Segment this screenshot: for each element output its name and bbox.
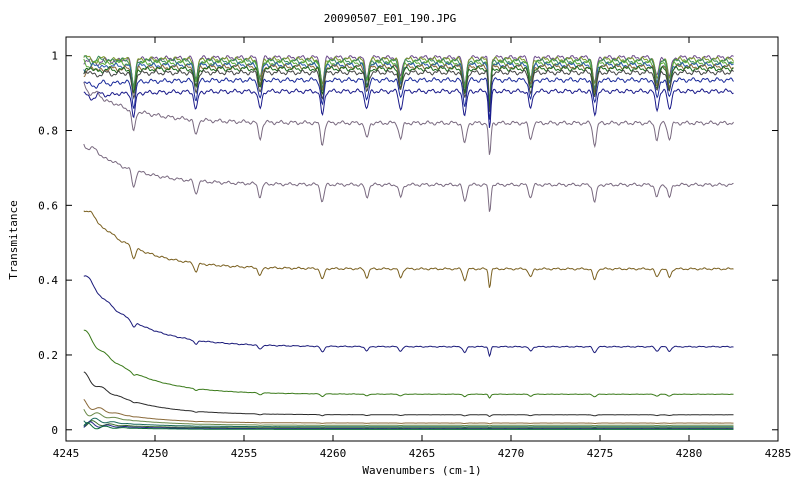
x-tick-label: 4275 <box>587 447 614 460</box>
series-line <box>83 61 734 106</box>
y-tick-label: 0.2 <box>38 349 58 362</box>
series-line <box>83 371 734 418</box>
series-line <box>83 417 734 428</box>
series-lines <box>83 55 734 430</box>
x-tick-label: 4270 <box>498 447 525 460</box>
series-line <box>83 63 734 109</box>
series-line <box>83 420 734 429</box>
series-line <box>83 65 734 109</box>
x-axis-label: Wavenumbers (cm-1) <box>362 464 481 477</box>
series-line <box>83 398 734 425</box>
series-line <box>83 329 734 399</box>
y-tick-label: 0.6 <box>38 199 58 212</box>
series-line <box>83 421 734 430</box>
y-axis-label: Transmitance <box>7 200 20 279</box>
series-line <box>83 69 734 112</box>
x-tick-label: 4260 <box>320 447 347 460</box>
x-tick-label: 4250 <box>142 447 169 460</box>
y-tick-label: 1 <box>51 50 58 63</box>
series-line <box>83 422 734 430</box>
series-line <box>83 76 734 120</box>
series-line <box>83 275 734 358</box>
series-line <box>83 409 734 427</box>
y-tick-label: 0 <box>51 424 58 437</box>
series-line <box>83 143 734 212</box>
y-tick-label: 0.4 <box>38 274 58 287</box>
x-tick-label: 4285 <box>765 447 792 460</box>
x-tick-label: 4280 <box>676 447 703 460</box>
plot-area-border <box>65 36 779 442</box>
x-tick-label: 4255 <box>231 447 258 460</box>
x-tick-label: 4245 <box>53 447 80 460</box>
x-tick-label: 4265 <box>409 447 436 460</box>
series-line <box>83 88 734 128</box>
chart-title: 20090507_E01_190.JPG <box>324 12 456 25</box>
y-axis: 0 0.2 0.4 0.6 0.8 1 <box>38 50 778 437</box>
y-tick-label: 0.8 <box>38 125 58 138</box>
x-axis: 4245 4250 4255 4260 4265 4270 4275 4280 4285 <box>53 37 792 460</box>
series-line <box>83 210 734 288</box>
series-line <box>83 81 734 155</box>
